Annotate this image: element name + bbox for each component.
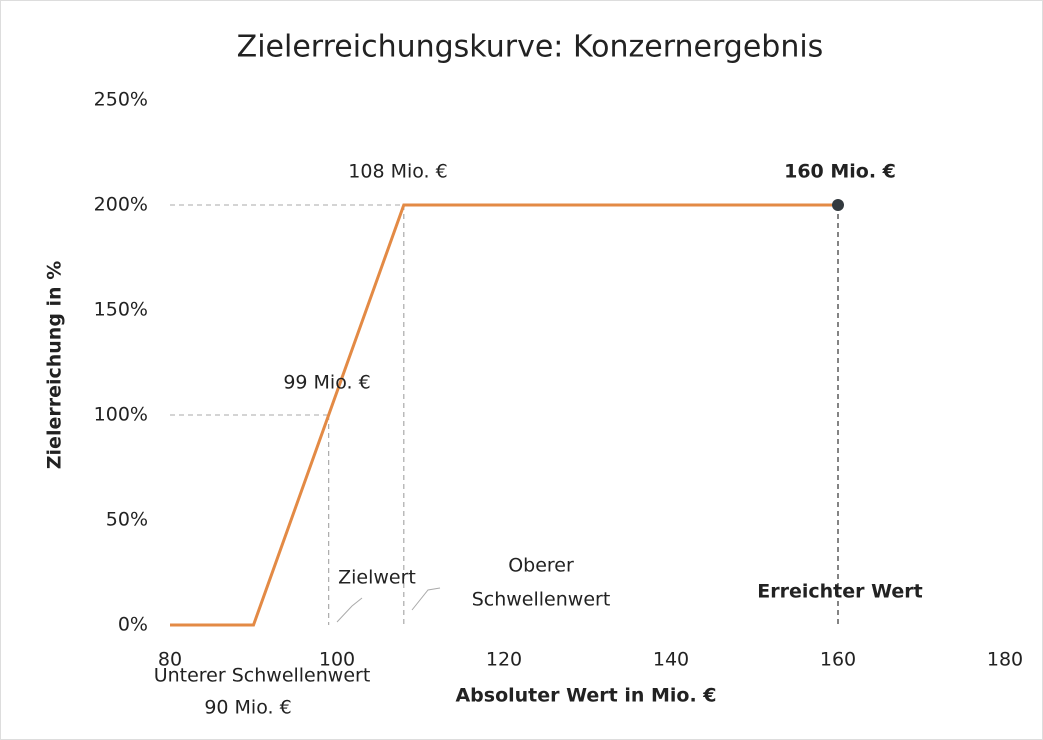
highlight-point [832, 199, 844, 211]
y-tick-label: 150% [94, 299, 148, 321]
x-tick-label: 120 [486, 649, 522, 671]
x-tick-label: 140 [653, 649, 689, 671]
y-tick-label: 50% [106, 509, 148, 531]
x-tick-label: 180 [987, 649, 1023, 671]
annotation: 108 Mio. € [348, 161, 447, 183]
leader [336, 597, 363, 623]
y-tick-label: 200% [94, 194, 148, 216]
annotation: Unterer Schwellenwert [154, 665, 371, 687]
x-tick-label: 100 [319, 649, 355, 671]
annotation: 90 Mio. € [204, 697, 291, 719]
x-axis-label: Absoluter Wert in Mio. € [455, 685, 716, 707]
chart-title: Zielerreichungskurve: Konzernergebnis [237, 30, 824, 65]
y-tick-label: 100% [94, 404, 148, 426]
line [170, 203, 838, 627]
leader [411, 587, 441, 611]
annotation: Schwellenwert [472, 589, 611, 611]
x-tick-label: 80 [158, 649, 182, 671]
y-tick-label: 250% [94, 89, 148, 111]
annotation: Zielwert [338, 567, 416, 589]
annotation: Oberer [508, 555, 574, 577]
x-tick-label: 160 [820, 649, 856, 671]
y-tick-label: 0% [118, 614, 148, 636]
annotation: 99 Mio. € [283, 372, 370, 394]
annotation: 160 Mio. € [784, 161, 896, 183]
y-axis-label: Zielerreichung in % [44, 261, 66, 469]
annotation: Erreichter Wert [757, 581, 922, 603]
